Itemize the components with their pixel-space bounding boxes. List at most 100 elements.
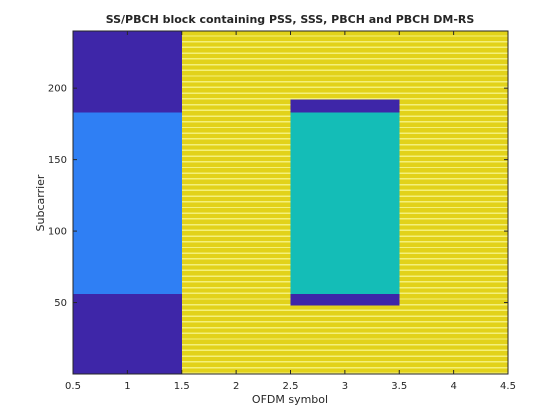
dmrs-line [181,235,291,237]
dmrs-line [399,292,508,294]
dmrs-line [181,321,291,323]
dmrs-line [399,349,508,352]
dmrs-line [290,361,400,363]
dmrs-line [181,103,291,106]
dmrs-line [290,35,400,37]
dmrs-line [181,309,291,312]
region-sss [290,112,400,294]
chart-title: SS/PBCH block containing PSS, SSS, PBCH … [106,13,475,26]
x-tick-label: 1 [124,381,130,392]
dmrs-line [399,263,508,266]
dmrs-line [399,315,508,317]
dmrs-line [290,321,400,323]
dmrs-line [399,109,508,112]
dmrs-line [399,92,508,94]
dmrs-line [181,258,291,260]
dmrs-line [399,98,508,100]
dmrs-line [290,309,400,312]
dmrs-line [399,281,508,283]
dmrs-line [399,355,508,357]
dmrs-line [181,35,291,37]
dmrs-line [181,326,291,329]
dmrs-line [181,201,291,203]
dmrs-line [399,241,508,243]
dmrs-line [181,315,291,317]
x-tick-label: 0.5 [65,381,81,392]
dmrs-line [181,298,291,300]
dmrs-line [181,246,291,249]
dmrs-line [290,52,400,54]
dmrs-line [399,298,508,300]
dmrs-line [399,69,508,72]
dmrs-line [399,321,508,323]
dmrs-line [181,343,291,346]
dmrs-line [181,132,291,134]
x-axis: 0.5 1 1.5 2 2.5 3 3.5 4 4.5 [65,31,516,392]
dmrs-line [181,241,291,243]
dmrs-line [181,212,291,214]
dmrs-line [399,252,508,254]
dmrs-line [399,218,508,220]
dmrs-line [399,41,508,43]
dmrs-line [290,92,400,94]
y-tick-label: 50 [54,298,67,309]
dmrs-line [399,223,508,226]
x-tick-label: 3.5 [391,381,407,392]
dmrs-line [399,46,508,49]
dmrs-line [181,286,291,289]
dmrs-line [399,332,508,334]
dmrs-line [181,223,291,226]
dmrs-line [181,58,291,60]
dmrs-line [181,138,291,140]
dmrs-line [181,366,291,369]
dmrs-line [399,58,508,60]
dmrs-line [290,75,400,77]
dmrs-line [399,126,508,129]
y-tick-label: 100 [48,227,67,238]
dmrs-line [399,326,508,329]
dmrs-line [181,252,291,254]
dmrs-line [399,246,508,249]
y-tick-label: 200 [48,84,67,95]
dmrs-line [181,166,291,169]
dmrs-line [181,349,291,352]
x-tick-label: 2 [233,381,239,392]
dmrs-line [399,183,508,186]
x-axis-label: OFDM symbol [252,393,328,406]
dmrs-line [290,338,400,340]
dmrs-line [399,206,508,209]
dmrs-line [399,86,508,89]
dmrs-line [181,121,291,123]
dmrs-line [181,338,291,340]
dmrs-line [399,212,508,214]
dmrs-line [399,172,508,174]
dmrs-line [290,366,400,369]
x-tick-label: 3 [342,381,348,392]
dmrs-line [181,92,291,94]
dmrs-line [399,201,508,203]
x-tick-label: 1.5 [174,381,190,392]
dmrs-line [181,143,291,146]
dmrs-line [181,126,291,129]
dmrs-line [399,166,508,169]
dmrs-line [181,361,291,363]
dmrs-line [181,46,291,49]
dmrs-line [399,63,508,66]
dmrs-line [399,338,508,340]
dmrs-line [290,315,400,317]
dmrs-line [290,332,400,334]
dmrs-line [399,149,508,152]
dmrs-line [399,121,508,123]
dmrs-line [399,81,508,83]
dmrs-line [399,189,508,192]
dmrs-line [181,98,291,100]
dmrs-line [181,269,291,272]
dmrs-line [399,161,508,163]
dmrs-line [181,63,291,66]
dmrs-line [290,58,400,60]
y-axis-label: Subcarrier [34,174,47,231]
x-tick-label: 4 [450,381,456,392]
dmrs-line [399,35,508,37]
dmrs-line [290,63,400,66]
region-pss [73,112,182,294]
